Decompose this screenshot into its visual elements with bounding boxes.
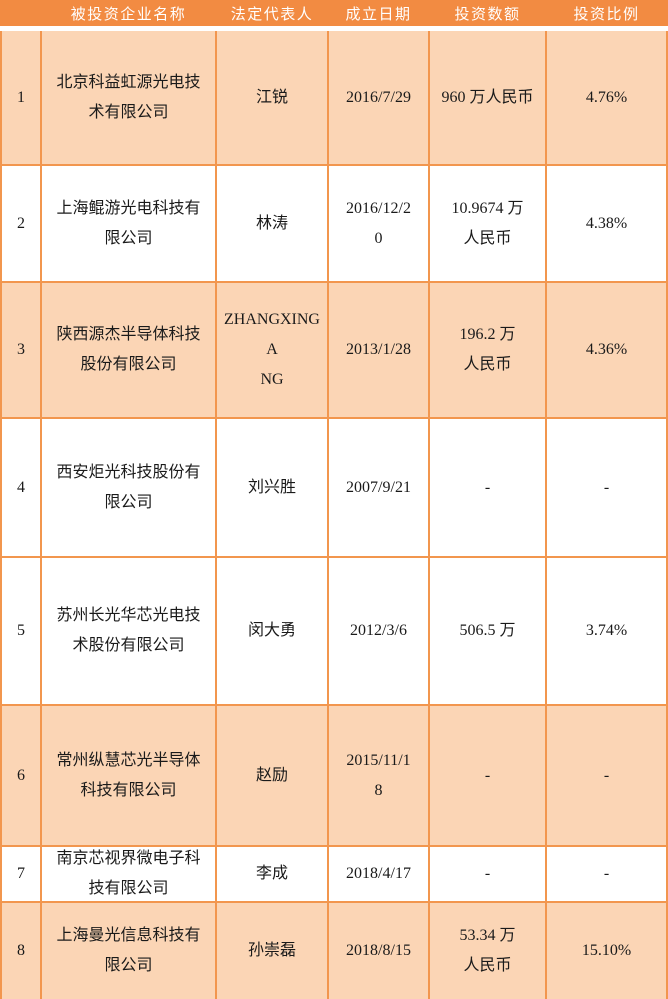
row1-investment-amount-cell: 960 万人民币 bbox=[430, 31, 545, 164]
row2-legal-representative-cell: 林涛 bbox=[217, 166, 327, 281]
header-cell-legal-representative: 法定代表人 bbox=[230, 6, 314, 23]
row4-establish-date-cell: 2007/9/21 bbox=[329, 419, 428, 556]
row5-company-name-cell: 苏州长光华芯光电技 术股份有限公司 bbox=[42, 558, 215, 704]
row6-company-name-cell: 常州纵慧芯光半导体 科技有限公司 bbox=[42, 706, 215, 845]
row3-investment-ratio-cell: 4.36% bbox=[547, 283, 666, 417]
row8-legal-representative-cell: 孙崇磊 bbox=[217, 903, 327, 999]
row3-company-name-cell: 陕西源杰半导体科技 股份有限公司 bbox=[42, 283, 215, 417]
row3-legal-representative-cell: ZHANGXINGA NG bbox=[217, 283, 327, 417]
row1-investment-ratio-cell: 4.76% bbox=[547, 31, 666, 164]
row4-investment-amount-cell: - bbox=[430, 419, 545, 556]
row5-investment-ratio-cell: 3.74% bbox=[547, 558, 666, 704]
row2-investment-amount-cell: 10.9674 万 人民币 bbox=[430, 166, 545, 281]
row4-index-cell: 4 bbox=[2, 419, 40, 556]
row7-company-name-cell: 南京芯视界微电子科 技有限公司 bbox=[42, 847, 215, 901]
row4-legal-representative-cell: 刘兴胜 bbox=[217, 419, 327, 556]
row8-investment-ratio-cell: 15.10% bbox=[547, 903, 666, 999]
row6-index-cell: 6 bbox=[2, 706, 40, 845]
row7-index-cell: 7 bbox=[2, 847, 40, 901]
row5-investment-amount-cell: 506.5 万 bbox=[430, 558, 545, 704]
header-cell-investment-ratio: 投资比例 bbox=[573, 6, 640, 23]
row4-investment-ratio-cell: - bbox=[547, 419, 666, 556]
row3-investment-amount-cell: 196.2 万 人民币 bbox=[430, 283, 545, 417]
header-cell-index bbox=[2, 0, 40, 26]
row8-investment-amount-cell: 53.34 万 人民币 bbox=[430, 903, 545, 999]
row1-establish-date-cell: 2016/7/29 bbox=[329, 31, 428, 164]
row1-company-name-cell: 北京科益虹源光电技 术有限公司 bbox=[42, 31, 215, 164]
row4-company-name-cell: 西安炬光科技股份有 限公司 bbox=[42, 419, 215, 556]
row2-investment-ratio-cell: 4.38% bbox=[547, 166, 666, 281]
row1-legal-representative-cell: 江锐 bbox=[217, 31, 327, 164]
row2-index-cell: 2 bbox=[2, 166, 40, 281]
row6-legal-representative-cell: 赵励 bbox=[217, 706, 327, 845]
row6-investment-ratio-cell: - bbox=[547, 706, 666, 845]
row6-investment-amount-cell: - bbox=[430, 706, 545, 845]
table-body: 1 北京科益虹源光电技 术有限公司 江锐 2016/7/29 960 万人民币 … bbox=[0, 31, 668, 999]
row3-index-cell: 3 bbox=[2, 283, 40, 417]
header-cell-company-name: 被投资企业名称 bbox=[70, 6, 187, 23]
row5-establish-date-cell: 2012/3/6 bbox=[329, 558, 428, 704]
row8-establish-date-cell: 2018/8/15 bbox=[329, 903, 428, 999]
row2-company-name-cell: 上海鲲游光电科技有 限公司 bbox=[42, 166, 215, 281]
row6-establish-date-cell: 2015/11/1 8 bbox=[329, 706, 428, 845]
row8-company-name-cell: 上海曼光信息科技有 限公司 bbox=[42, 903, 215, 999]
header-divider bbox=[0, 26, 668, 31]
row7-investment-amount-cell: - bbox=[430, 847, 545, 901]
row7-investment-ratio-cell: - bbox=[547, 847, 666, 901]
row1-index-cell: 1 bbox=[2, 31, 40, 164]
row7-legal-representative-cell: 李成 bbox=[217, 847, 327, 901]
row2-establish-date-cell: 2016/12/2 0 bbox=[329, 166, 428, 281]
row8-index-cell: 8 bbox=[2, 903, 40, 999]
table-header-row: 被投资企业名称 法定代表人 成立日期 投资数额 投资比例 bbox=[0, 0, 668, 26]
header-cell-investment-amount: 投资数额 bbox=[454, 6, 521, 23]
row7-establish-date-cell: 2018/4/17 bbox=[329, 847, 428, 901]
row5-legal-representative-cell: 闵大勇 bbox=[217, 558, 327, 704]
row3-establish-date-cell: 2013/1/28 bbox=[329, 283, 428, 417]
header-cell-establish-date: 成立日期 bbox=[345, 6, 412, 23]
row5-index-cell: 5 bbox=[2, 558, 40, 704]
